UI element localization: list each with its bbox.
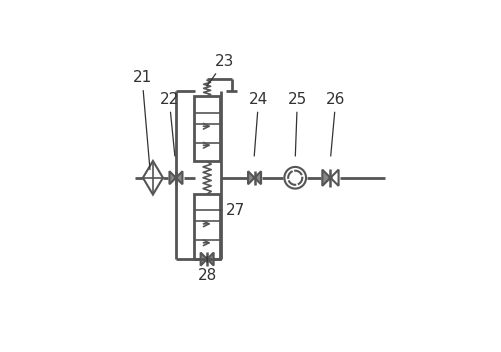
Polygon shape — [254, 171, 261, 184]
Polygon shape — [247, 171, 254, 184]
Polygon shape — [176, 171, 182, 184]
Text: 21: 21 — [132, 70, 151, 170]
Text: 27: 27 — [220, 203, 244, 218]
Polygon shape — [143, 161, 163, 195]
Text: 25: 25 — [287, 92, 307, 156]
Polygon shape — [322, 170, 330, 186]
Text: 23: 23 — [206, 54, 234, 86]
Text: 22: 22 — [159, 92, 178, 156]
Text: 24: 24 — [248, 92, 268, 156]
Text: 26: 26 — [326, 92, 345, 156]
Bar — [194, 96, 220, 162]
Polygon shape — [200, 253, 207, 265]
Circle shape — [328, 176, 331, 179]
Polygon shape — [207, 253, 213, 265]
Text: 28: 28 — [197, 256, 216, 283]
Bar — [194, 194, 220, 259]
Circle shape — [205, 258, 208, 260]
Circle shape — [174, 177, 177, 179]
Circle shape — [253, 177, 255, 179]
Polygon shape — [169, 171, 176, 184]
Circle shape — [284, 167, 306, 189]
Polygon shape — [330, 170, 338, 186]
